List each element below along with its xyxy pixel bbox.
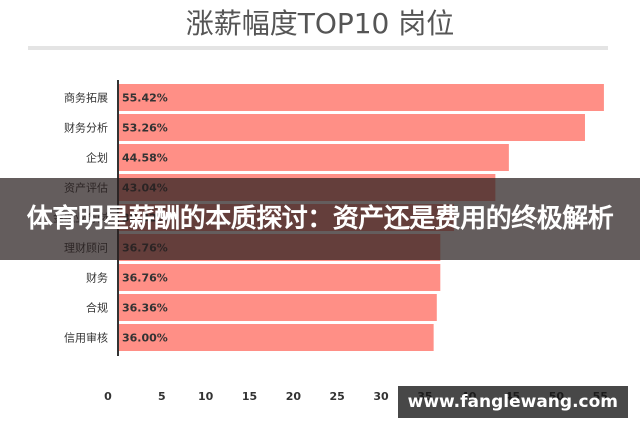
bar	[118, 294, 437, 321]
bar	[118, 144, 509, 171]
x-tick-label: 10	[198, 390, 214, 403]
x-tick-label: 20	[286, 390, 302, 403]
category-label: 信用审核	[64, 331, 108, 345]
banner-text: 体育明星薪酬的本质探讨：资产还是费用的终极解析	[26, 204, 614, 234]
bar-value-label: 53.26%	[122, 122, 168, 135]
bar	[118, 114, 585, 141]
x-tick-label: 5	[158, 390, 166, 403]
chart-title: 涨薪幅度TOP10 岗位	[185, 7, 455, 40]
category-label: 财务	[86, 271, 108, 285]
bar-value-label: 36.00%	[122, 332, 168, 345]
category-label: 财务分析	[64, 121, 108, 135]
bar	[118, 264, 441, 291]
title-underline	[28, 46, 608, 50]
banner-overlay	[0, 178, 640, 260]
bar	[118, 324, 434, 351]
bar-value-label: 36.76%	[122, 272, 168, 285]
bar	[118, 84, 604, 111]
x-tick-label: 25	[330, 390, 345, 403]
bar-value-label: 36.36%	[122, 302, 168, 315]
category-label: 企划	[86, 151, 108, 165]
x-tick-label: 0	[104, 390, 112, 403]
bar-value-label: 44.58%	[122, 152, 168, 165]
category-label: 商务拓展	[64, 91, 108, 105]
watermark: www.fanglewang.com	[397, 386, 628, 418]
category-label: 合规	[86, 301, 108, 315]
bar-value-label: 55.42%	[122, 92, 168, 105]
x-tick-label: 15	[242, 390, 257, 403]
x-tick-label: 30	[373, 390, 389, 403]
